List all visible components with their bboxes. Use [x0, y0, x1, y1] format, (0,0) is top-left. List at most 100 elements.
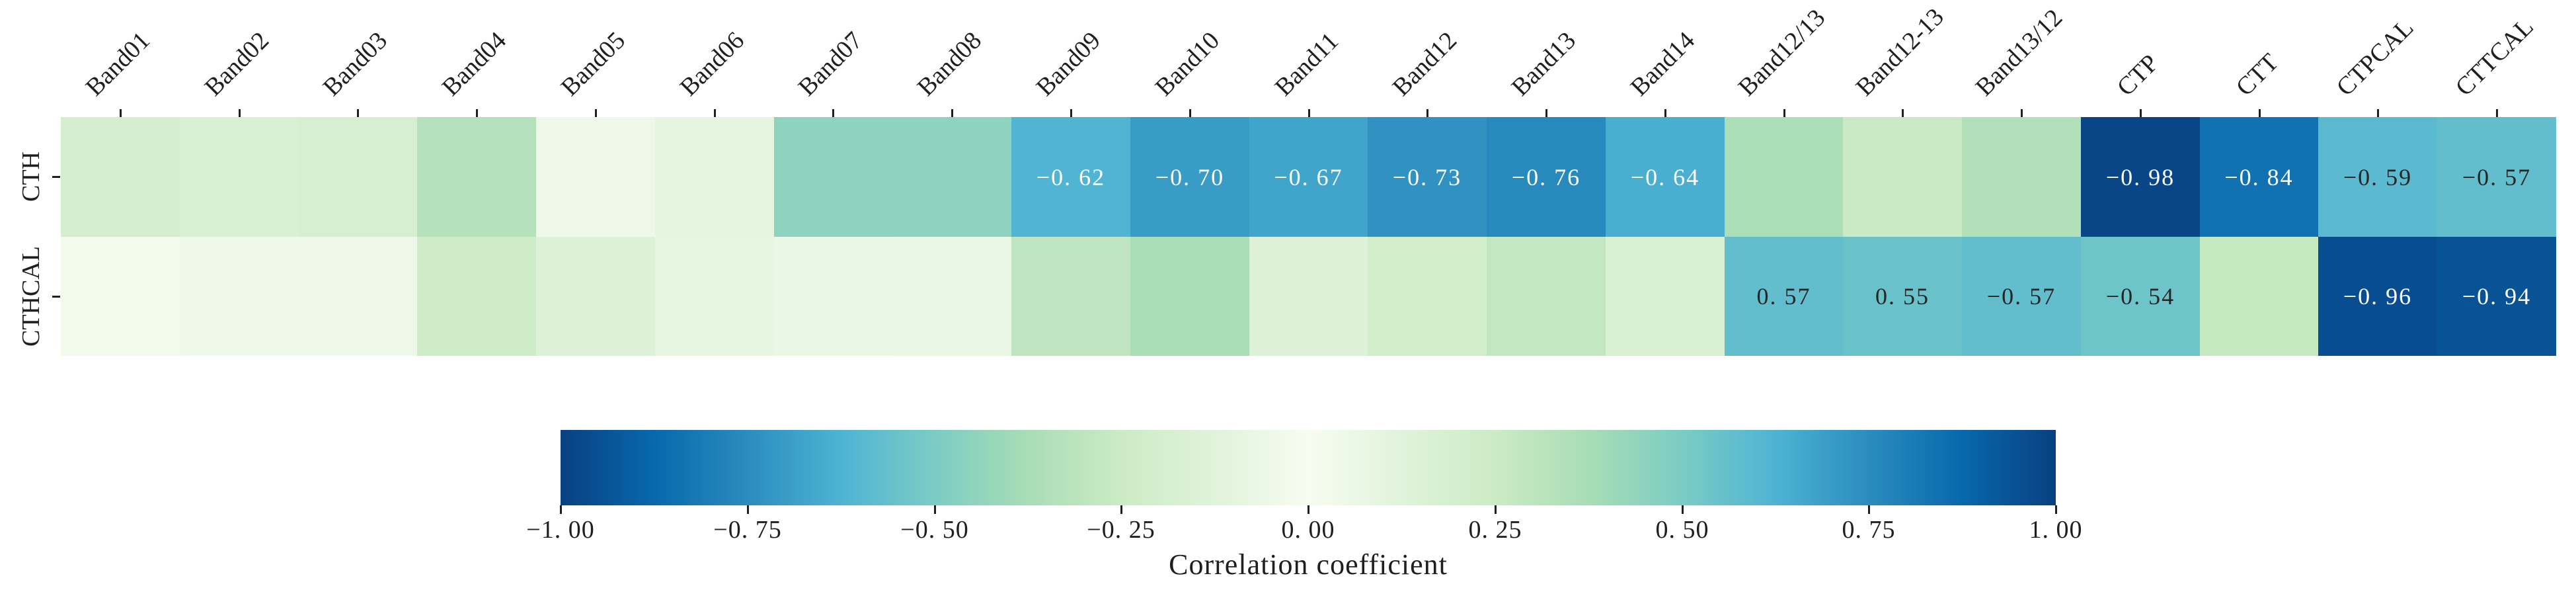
column-label-text: Band05: [555, 26, 631, 102]
heatmap-cell: [180, 117, 299, 237]
heatmap-cell: [774, 117, 892, 237]
column-tick: [1189, 109, 1191, 117]
row-label-text: CTH: [17, 151, 45, 202]
heatmap-cell: −0. 73: [1368, 117, 1487, 237]
heatmap-cell: [1843, 117, 1962, 237]
heatmap-cell: [1487, 237, 1606, 356]
heatmap-cell: −0. 98: [2081, 117, 2200, 237]
colorbar-tick-label: 0. 00: [1281, 516, 1335, 544]
colorbar-tick: [1495, 505, 1497, 514]
column-label-text: Band13/12: [1970, 3, 2068, 102]
column-label-text: Band11: [1269, 27, 1345, 102]
colorbar-tick-label: 1. 00: [2029, 516, 2083, 544]
row-tick: [52, 176, 60, 178]
column-label-text: CTTCAL: [2450, 13, 2539, 102]
cell-annotation: −0. 73: [1392, 163, 1462, 190]
heatmap-cell: −0. 70: [1130, 117, 1249, 237]
heatmap-cell: −0. 84: [2200, 117, 2318, 237]
heatmap-grid: −0. 62 −0. 70 −0. 67 −0. 73 −0. 76 −0. 64 −0. …: [61, 117, 2556, 356]
column-tick: [1308, 109, 1310, 117]
column-tick: [357, 109, 359, 117]
heatmap-cell: [61, 117, 180, 237]
heatmap-cell: [2200, 237, 2318, 356]
column-tick: [1070, 109, 1072, 117]
column-label-text: Band04: [436, 26, 512, 102]
cell-annotation: −0. 54: [2105, 283, 2175, 310]
column-label-text: Band10: [1150, 26, 1226, 102]
cell-annotation: −0. 98: [2105, 163, 2175, 190]
cell-annotation: −0. 64: [1630, 163, 1700, 190]
colorbar-tick-label: −0. 25: [1087, 516, 1155, 544]
heatmap-cell: −0. 76: [1487, 117, 1606, 237]
heatmap-cell: [417, 117, 536, 237]
column-tick: [1545, 109, 1547, 117]
heatmap-cell: [774, 237, 892, 356]
row-tick: [52, 296, 60, 298]
column-label-text: Band02: [199, 26, 275, 102]
heatmap-cell: −0. 59: [2318, 117, 2437, 237]
colorbar-tick: [560, 505, 562, 514]
column-tick: [2496, 109, 2498, 117]
cell-annotation: −0. 84: [2224, 163, 2294, 190]
heatmap-cell: −0. 96: [2318, 237, 2437, 356]
cell-annotation: −0. 67: [1274, 163, 1343, 190]
row-label-text: CTHCAL: [17, 246, 45, 347]
cell-annotation: 0. 57: [1756, 283, 1811, 310]
heatmap-cell: −0. 64: [1606, 117, 1725, 237]
heatmap-cell: [1368, 237, 1487, 356]
column-tick: [1783, 109, 1785, 117]
column-tick: [476, 109, 478, 117]
column-tick: [2259, 109, 2261, 117]
column-tick: [832, 109, 834, 117]
colorbar-tick-label: −0. 50: [900, 516, 969, 544]
column-label-text: Band12/13: [1733, 3, 1831, 102]
colorbar-tick: [934, 505, 936, 514]
column-tick: [120, 109, 122, 117]
colorbar-tick-label: 0. 50: [1655, 516, 1709, 544]
heatmap-cell: [892, 117, 1011, 237]
cell-annotation: −0. 70: [1155, 163, 1225, 190]
column-label-text: Band01: [80, 26, 156, 102]
heatmap-cell: −0. 94: [2437, 237, 2556, 356]
heatmap-cell: [180, 237, 299, 356]
colorbar-tick: [747, 505, 749, 514]
cell-annotation: −0. 57: [2462, 163, 2532, 190]
heatmap-cell: [417, 237, 536, 356]
column-label-text: Band12-13: [1850, 3, 1949, 102]
colorbar-tick-label: 0. 75: [1842, 516, 1896, 544]
column-label-text: CTP: [2111, 49, 2164, 102]
heatmap-cell: −0. 57: [2437, 117, 2556, 237]
column-label-text: Band07: [793, 26, 869, 102]
cell-annotation: −0. 57: [1986, 283, 2056, 310]
colorbar-tick-label: −0. 75: [713, 516, 782, 544]
heatmap-cell: 0. 57: [1725, 237, 1843, 356]
heatmap-cell: [892, 237, 1011, 356]
column-label-text: Band14: [1625, 26, 1701, 102]
column-label-text: Band09: [1031, 26, 1107, 102]
column-tick: [595, 109, 597, 117]
cell-annotation: −0. 76: [1511, 163, 1581, 190]
column-label-text: CTPCAL: [2331, 13, 2419, 102]
colorbar-tick: [1682, 505, 1684, 514]
column-label-text: CTT: [2230, 48, 2284, 102]
column-tick: [714, 109, 716, 117]
cell-annotation: −0. 59: [2343, 163, 2413, 190]
heatmap-cell: [61, 237, 180, 356]
heatmap-cell: [536, 117, 655, 237]
heatmap-cell: [299, 237, 417, 356]
column-label-text: Band13: [1506, 26, 1582, 102]
column-tick: [2377, 109, 2379, 117]
cell-annotation: −0. 96: [2343, 283, 2413, 310]
cell-annotation: −0. 94: [2462, 283, 2532, 310]
heatmap-cell: −0. 67: [1249, 117, 1368, 237]
column-label-text: Band08: [912, 26, 988, 102]
heatmap-cell: [1725, 117, 1843, 237]
heatmap-cell: −0. 54: [2081, 237, 2200, 356]
heatmap-cell: [655, 237, 774, 356]
column-label-text: Band06: [674, 26, 750, 102]
column-tick: [951, 109, 953, 117]
colorbar-tick: [1120, 505, 1122, 514]
colorbar-tick-label: 0. 25: [1468, 516, 1522, 544]
colorbar-tick: [1868, 505, 1870, 514]
